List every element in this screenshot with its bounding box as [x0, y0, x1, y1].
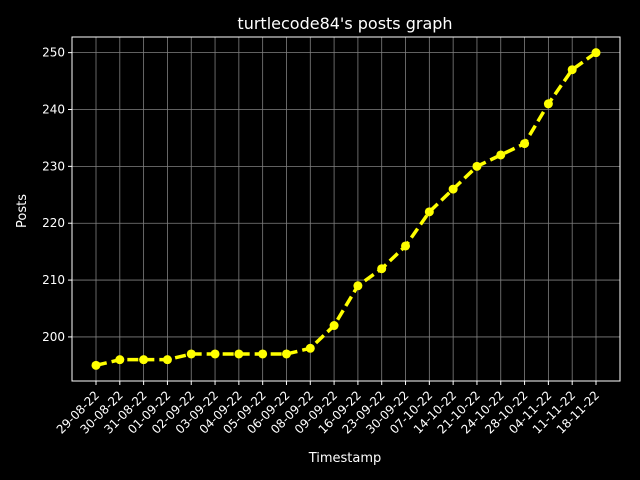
data-point [520, 139, 530, 149]
data-point [210, 349, 220, 359]
y-tick-label: 230 [42, 159, 65, 173]
data-point [162, 355, 172, 365]
y-tick-label: 200 [42, 330, 65, 344]
data-point [353, 281, 363, 291]
series-posts [91, 48, 601, 370]
data-point [543, 99, 553, 109]
series-line [95, 51, 598, 368]
data-point [305, 343, 315, 353]
plot-area-frame [71, 36, 621, 382]
data-point [567, 65, 577, 75]
data-point [258, 349, 268, 359]
chart-title: turtlecode84's posts graph [237, 14, 452, 33]
data-point [448, 184, 458, 194]
y-tick-label: 210 [42, 273, 65, 287]
data-point [472, 161, 482, 171]
data-point [496, 150, 506, 160]
y-tick-label: 250 [42, 46, 65, 60]
data-point [115, 355, 125, 365]
y-tick-label: 220 [42, 216, 65, 230]
data-point [591, 48, 601, 58]
data-point [234, 349, 244, 359]
y-tick-label: 240 [42, 102, 65, 116]
data-point [91, 360, 101, 370]
data-point [424, 207, 434, 217]
data-point [401, 241, 411, 251]
data-point [281, 349, 291, 359]
y-axis-label: Posts [15, 194, 30, 228]
x-axis-label: Timestamp [308, 451, 382, 466]
data-point [139, 355, 149, 365]
data-point [377, 264, 387, 274]
data-point [329, 321, 339, 331]
data-point [186, 349, 196, 359]
